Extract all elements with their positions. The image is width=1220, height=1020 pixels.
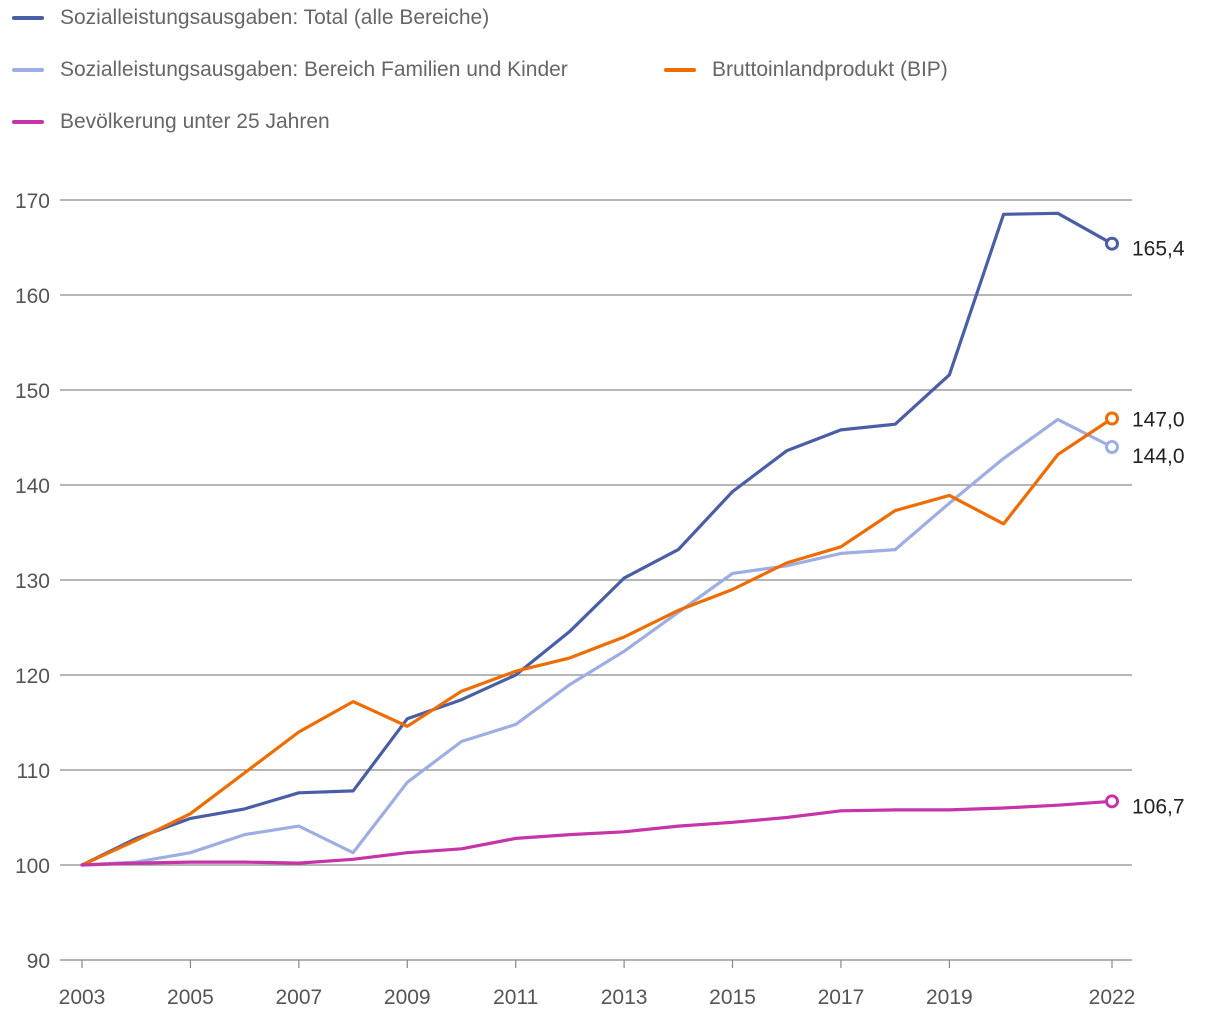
x-tick-label-2011: 2011 [493,986,538,1009]
legend-swatch-bevoelkerung [12,120,44,124]
legend-label-bip: Bruttoinlandprodukt (BIP) [712,58,948,81]
end-label-bevoelkerung: 106,7 [1132,795,1185,818]
legend-swatch-total [12,16,44,20]
x-axis: 2003 2005 2007 2009 2011 2013 2015 2017 2019 2022 [59,960,1136,1009]
legend-item-total[interactable]: Sozialleistungsausgaben: Total (alle Ber… [12,6,489,30]
y-tick-label-110: 110 [17,760,50,783]
y-tick-label-160: 160 [15,285,50,308]
legend-label-bevoelkerung: Bevölkerung unter 25 Jahren [60,110,330,133]
x-tick-label-2015: 2015 [709,986,756,1009]
y-tick-label-130: 130 [15,570,50,593]
legend-item-familien[interactable]: Sozialleistungsausgaben: Bereich Familie… [12,58,568,82]
x-tick-label-2022: 2022 [1089,986,1136,1009]
gridlines: 90 100 110 120 130 140 150 160 170 [15,190,1132,973]
end-marker-familien[interactable] [1105,440,1119,454]
y-tick-label-90: 90 [27,950,50,973]
end-label-total: 165,4 [1132,238,1185,261]
series-line-bip[interactable] [80,416,1114,867]
end-marker-total[interactable] [1105,236,1119,251]
series-lines [80,211,1114,867]
legend-label-total: Sozialleistungsausgaben: Total (alle Ber… [60,6,490,29]
series-line-bevoelkerung[interactable] [80,799,1114,867]
end-label-bip: 147,0 [1132,409,1185,432]
end-marker-bevoelkerung[interactable] [1105,794,1119,809]
legend-item-bevoelkerung[interactable]: Bevölkerung unter 25 Jahren [12,110,330,134]
y-tick-label-120: 120 [15,665,50,688]
end-label-familien: 144,0 [1132,445,1185,468]
end-marker-bip[interactable] [1105,411,1119,426]
series-line-total[interactable] [80,211,1114,867]
chart-legend: Sozialleistungsausgaben: Total (alle Ber… [12,0,1212,150]
x-tick-label-2005: 2005 [167,986,214,1009]
x-tick-label-2017: 2017 [818,986,865,1009]
legend-item-bip[interactable]: Bruttoinlandprodukt (BIP) [664,58,948,82]
y-tick-label-100: 100 [15,855,50,878]
y-tick-label-150: 150 [15,380,50,403]
x-tick-label-2013: 2013 [601,986,648,1009]
y-tick-label-140: 140 [15,475,50,498]
series-line-familien[interactable] [80,417,1114,867]
x-tick-label-2009: 2009 [384,986,431,1009]
x-tick-label-2019: 2019 [926,986,973,1009]
legend-swatch-familien [12,68,44,72]
legend-swatch-bip [664,68,696,72]
legend-label-familien: Sozialleistungsausgaben: Bereich Familie… [60,58,568,81]
x-tick-label-2003: 2003 [59,986,106,1009]
end-labels: 165,4 144,0 147,0 106,7 [1105,236,1185,818]
y-tick-label-170: 170 [15,190,50,213]
x-tick-label-2007: 2007 [275,986,322,1009]
